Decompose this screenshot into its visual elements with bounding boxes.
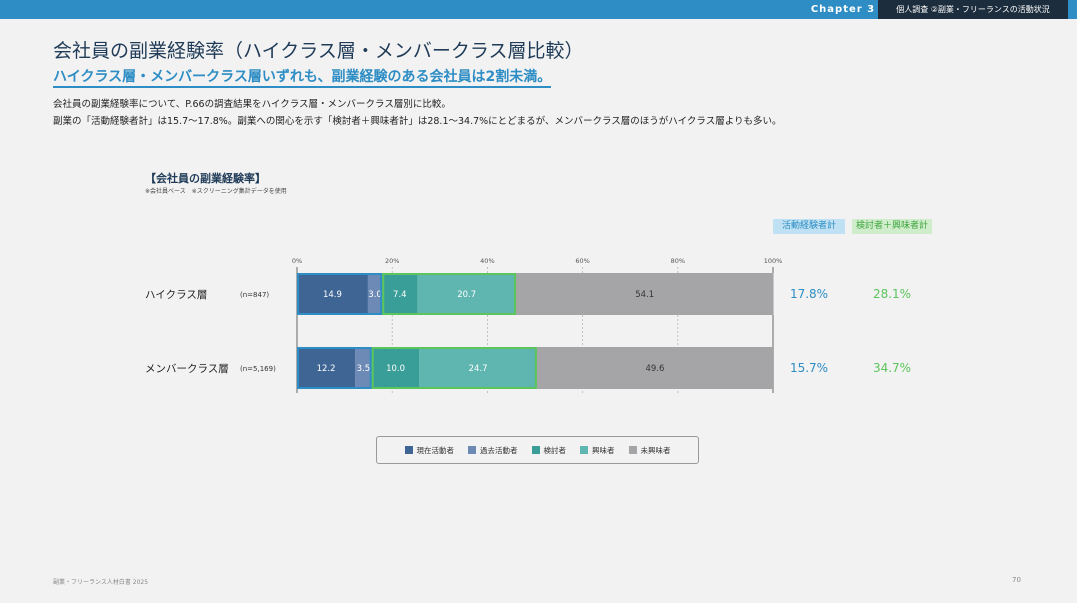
summary-consider-value: 34.7% bbox=[873, 361, 911, 375]
x-tick-label: 100% bbox=[764, 257, 783, 265]
category-n-label: (n=847) bbox=[240, 291, 269, 299]
bar-segment bbox=[515, 273, 774, 315]
bar-segment bbox=[382, 273, 418, 315]
summary-header-consider: 検討者＋興味者計 bbox=[852, 219, 932, 234]
chart-title: 【会社員の副業経験率】 bbox=[145, 172, 266, 185]
bar-segment bbox=[297, 273, 368, 315]
bar-value-label: 54.1 bbox=[635, 290, 654, 300]
bar-value-label: 20.7 bbox=[457, 290, 476, 300]
category-n-label: (n=5,169) bbox=[240, 365, 276, 373]
legend-swatch bbox=[404, 446, 413, 454]
bar-segment bbox=[419, 347, 537, 389]
active-total-outline bbox=[297, 347, 372, 389]
x-tick-label: 60% bbox=[575, 257, 589, 265]
legend-item: 未興味者 bbox=[628, 445, 671, 456]
category-label: メンバークラス層 bbox=[145, 363, 229, 375]
bar-value-label: 24.7 bbox=[469, 364, 488, 374]
legend-label: 未興味者 bbox=[640, 445, 671, 455]
page-subtitle: ハイクラス層・メンバークラス層いずれも、副業経験のある会社員は2割未満。 bbox=[53, 68, 552, 88]
legend-item: 検討者 bbox=[531, 445, 567, 456]
page-title: 会社員の副業経験率（ハイクラス層・メンバークラス層比較） bbox=[53, 40, 584, 62]
active-total-outline bbox=[297, 273, 383, 315]
bar-value-label: 14.9 bbox=[323, 290, 342, 300]
summary-active-value: 17.8% bbox=[790, 287, 828, 301]
summary-consider-value: 28.1% bbox=[873, 287, 911, 301]
description-line-2: 副業の「活動経験者計」は15.7〜17.8%。副業への関心を示す「検討者＋興味者… bbox=[53, 116, 782, 127]
page-number: 70 bbox=[1012, 576, 1021, 584]
bar-segment bbox=[367, 273, 383, 315]
summary-header-active: 活動経験者計 bbox=[773, 219, 845, 234]
footer-publication: 副業・フリーランス人材白書 2025 bbox=[53, 579, 149, 586]
legend-swatch bbox=[531, 446, 540, 454]
bar-value-label: 7.4 bbox=[393, 290, 407, 300]
description-line-1: 会社員の副業経験率について、P.66の調査結果をハイクラス層・メンバークラス層別… bbox=[53, 99, 451, 110]
legend-swatch bbox=[628, 446, 637, 454]
x-tick-label: 80% bbox=[671, 257, 685, 265]
x-tick-label: 20% bbox=[385, 257, 399, 265]
legend-swatch bbox=[468, 446, 476, 454]
top-header-bar bbox=[0, 0, 1077, 19]
chapter-label: Chapter 3 bbox=[810, 4, 876, 15]
legend-label: 過去活動者 bbox=[480, 445, 518, 455]
bar-value-label: 10.0 bbox=[386, 364, 405, 374]
bar-segment bbox=[355, 347, 372, 389]
x-tick-label: 40% bbox=[480, 257, 494, 265]
chart-legend: 現在活動者 過去活動者 検討者 興味者 未興味者 bbox=[376, 436, 699, 464]
consider-total-outline bbox=[382, 273, 516, 315]
bar-segment bbox=[536, 347, 773, 389]
bar-value-label: 3.5 bbox=[357, 364, 371, 374]
legend-item: 興味者 bbox=[580, 445, 615, 456]
chart-note: ※会社員ベース ※スクリーニング集計データを使用 bbox=[145, 188, 287, 195]
legend-swatch bbox=[580, 446, 588, 454]
category-label: ハイクラス層 bbox=[145, 289, 207, 301]
section-label: 個人調査 ②副業・フリーランスの活動状況 bbox=[878, 0, 1068, 19]
legend-label: 現在活動者 bbox=[416, 445, 455, 455]
legend-label: 検討者 bbox=[543, 445, 567, 455]
bar-segment bbox=[417, 273, 516, 315]
legend-item: 現在活動者 bbox=[404, 445, 455, 456]
bar-segment bbox=[371, 347, 420, 389]
bar-value-label: 12.2 bbox=[317, 364, 336, 374]
summary-active-value: 15.7% bbox=[790, 361, 828, 375]
bar-value-label: 49.6 bbox=[645, 364, 664, 374]
bar-segment bbox=[297, 347, 356, 389]
legend-item: 過去活動者 bbox=[468, 445, 518, 456]
legend-label: 興味者 bbox=[592, 445, 615, 455]
consider-total-outline bbox=[371, 347, 537, 389]
bar-value-label: 3.0 bbox=[368, 290, 382, 300]
x-tick-label: 0% bbox=[292, 257, 302, 265]
